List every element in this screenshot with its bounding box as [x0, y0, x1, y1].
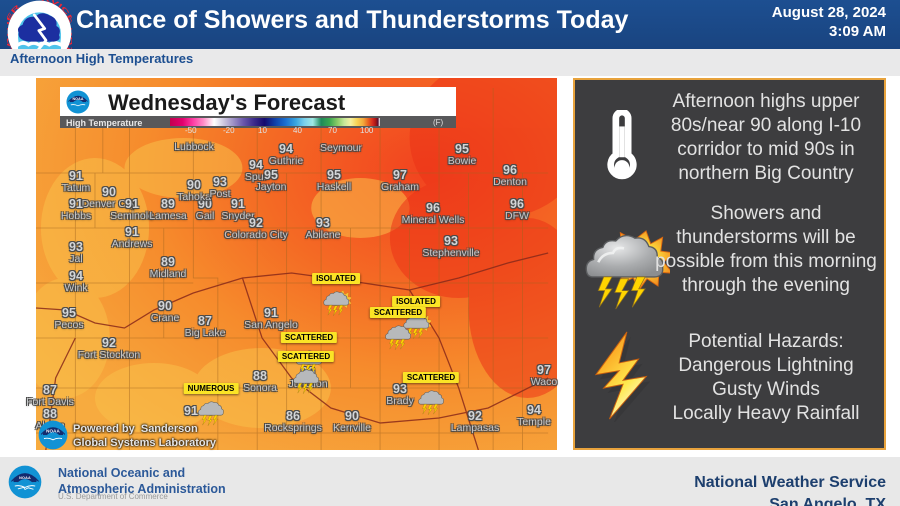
- svg-text:NOAA: NOAA: [46, 428, 60, 433]
- svg-text:NOAA: NOAA: [19, 476, 31, 480]
- svg-text:NOAA: NOAA: [72, 97, 83, 101]
